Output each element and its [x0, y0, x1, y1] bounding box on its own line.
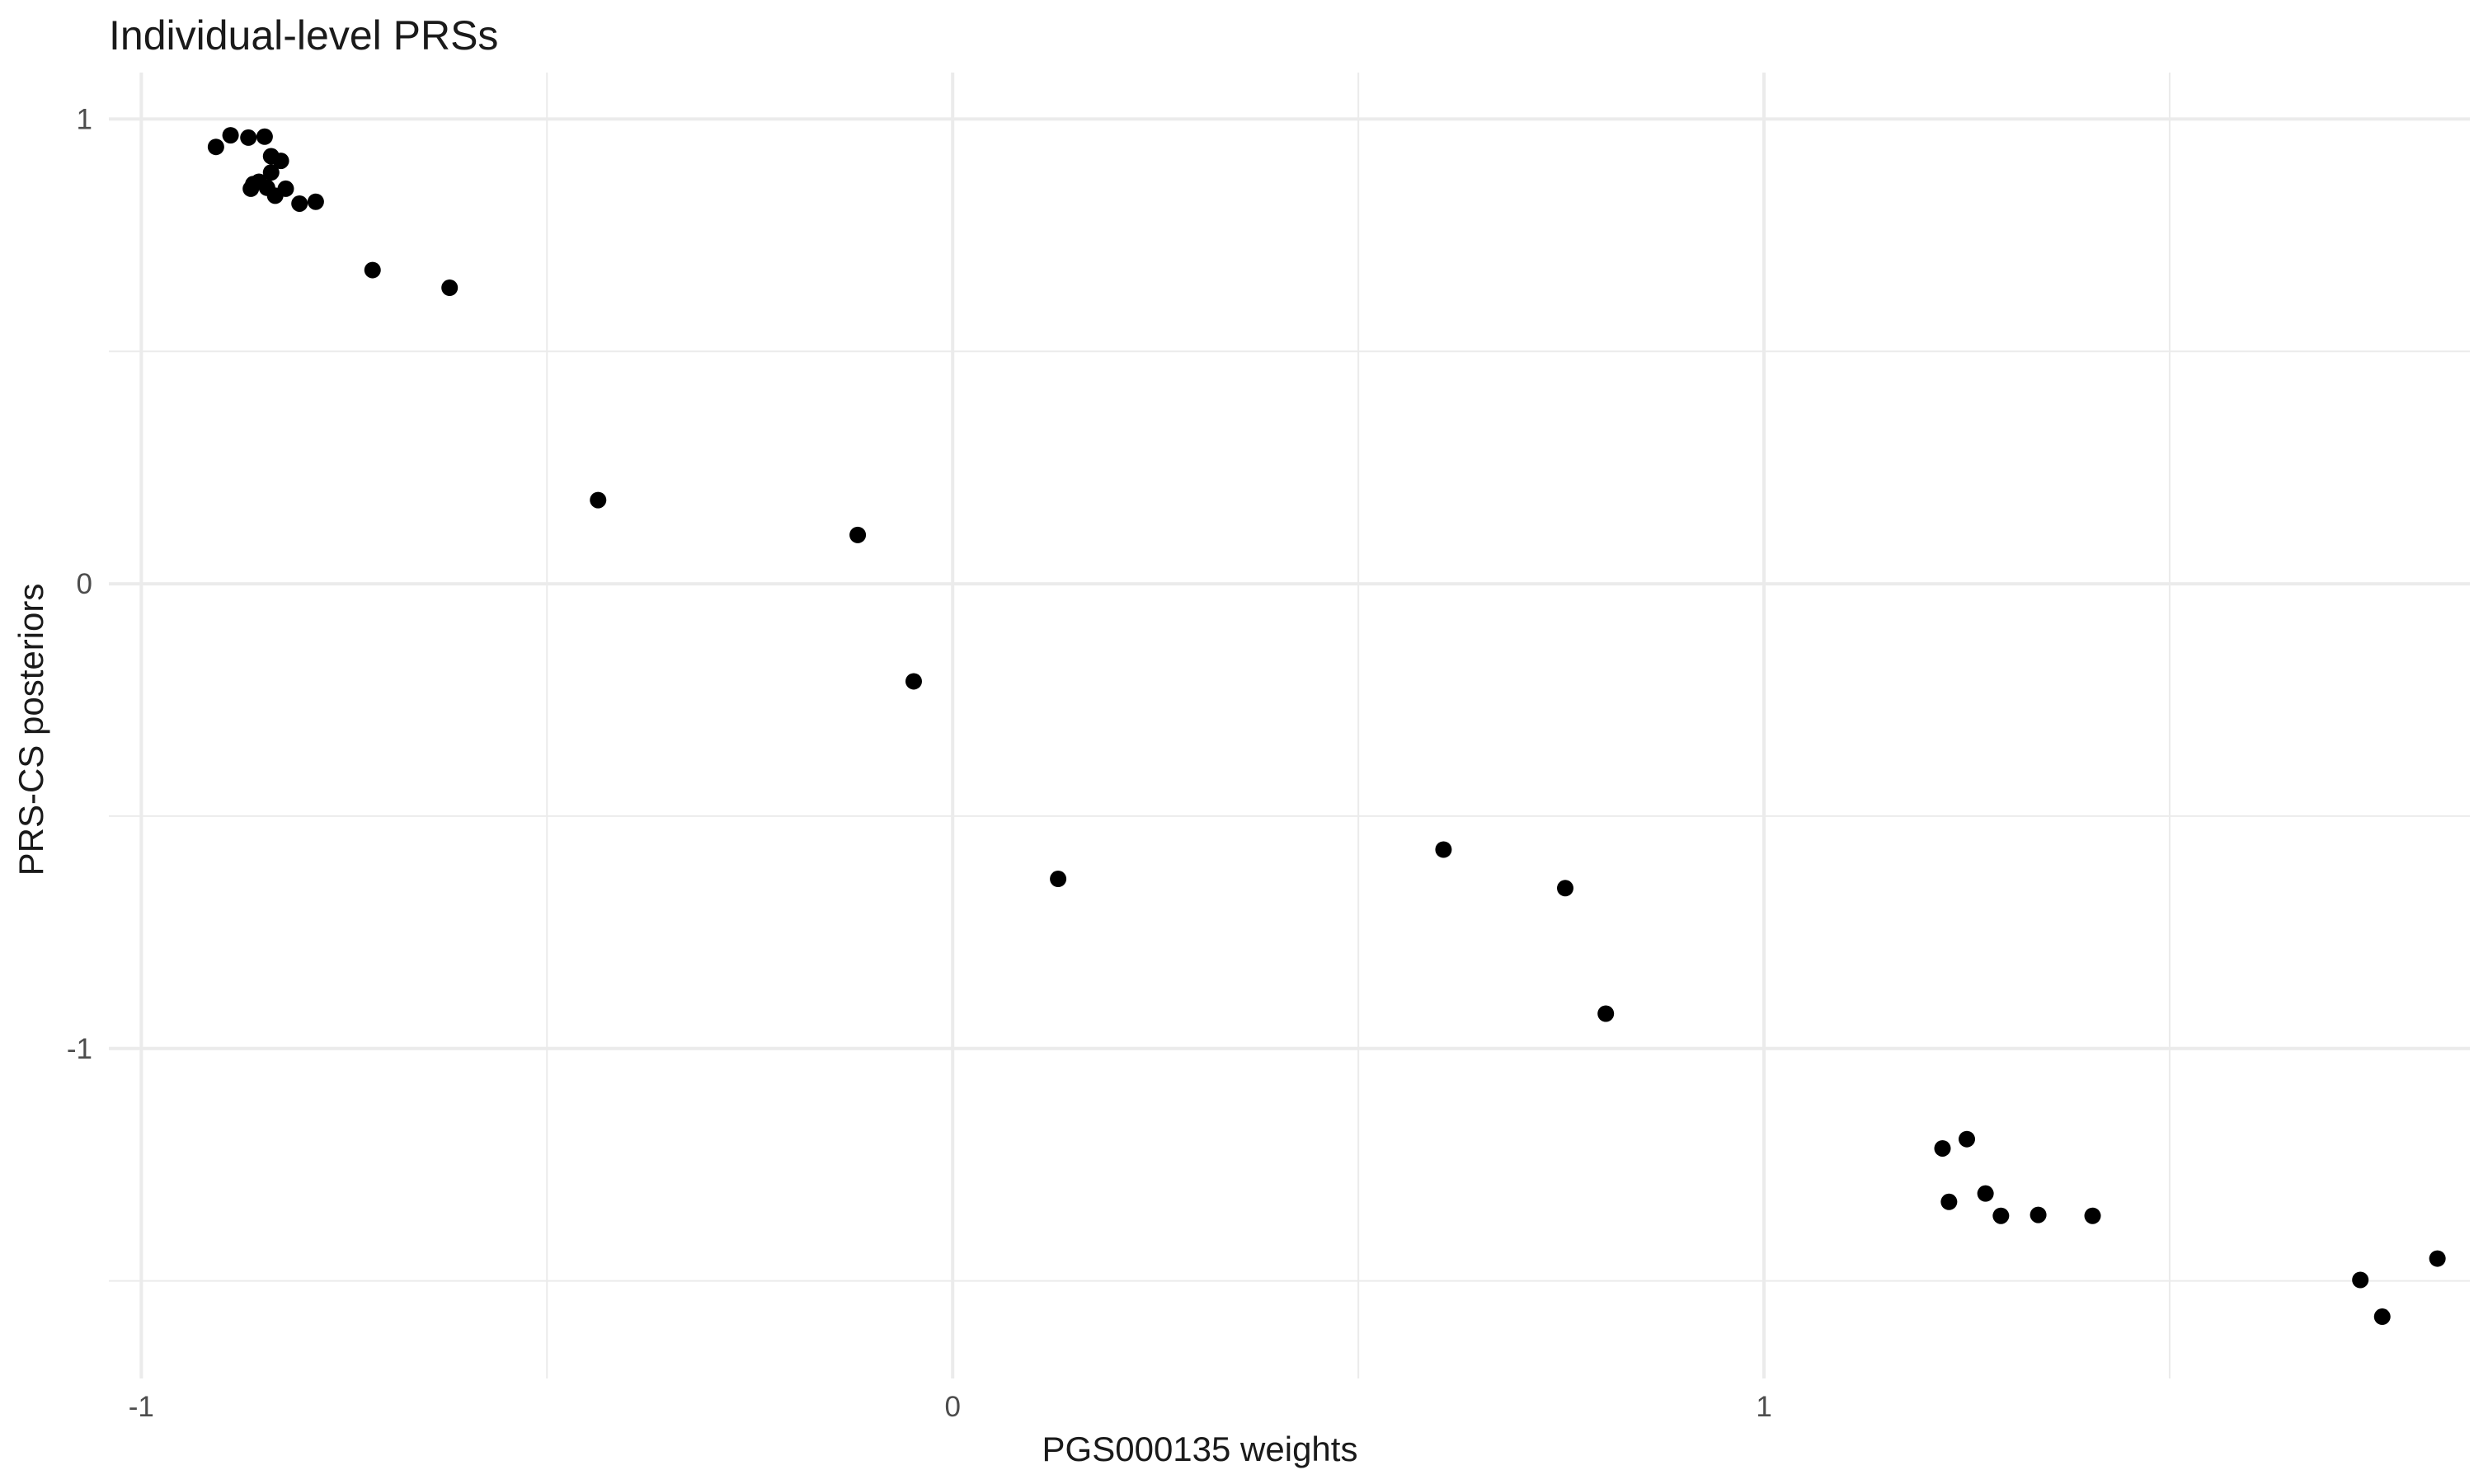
data-point [905, 673, 922, 690]
data-point [441, 279, 459, 296]
x-tick-label: -1 [129, 1391, 154, 1423]
data-point [1597, 1005, 1615, 1022]
data-point [262, 164, 280, 181]
data-point [590, 491, 607, 509]
chart-title: Individual-level PRSs [109, 12, 498, 59]
data-point [272, 153, 289, 170]
x-axis-title: PGS000135 weights [1042, 1430, 1358, 1468]
data-point [1992, 1207, 2010, 1224]
data-point [1557, 880, 1574, 897]
x-tick-label: 1 [1756, 1391, 1771, 1423]
data-point [2429, 1250, 2446, 1267]
data-point [1940, 1193, 1958, 1210]
y-tick-labels: -1 0 1 [67, 103, 92, 1064]
data-point [1977, 1185, 1994, 1202]
data-point [1959, 1130, 1976, 1148]
x-tick-label: 0 [944, 1391, 960, 1423]
data-point [1934, 1139, 1951, 1157]
y-tick-label: -1 [67, 1033, 92, 1065]
grid [109, 73, 2470, 1378]
data-point [242, 180, 260, 197]
data-point [291, 195, 308, 212]
data-point [2084, 1207, 2101, 1224]
data-point [277, 180, 294, 197]
data-point [1435, 841, 1452, 858]
data-point [2352, 1271, 2369, 1289]
data-point [2030, 1206, 2047, 1223]
data-point [256, 128, 273, 145]
data-point [364, 261, 381, 279]
data-point [2373, 1308, 2391, 1326]
y-tick-label: 0 [77, 568, 92, 600]
y-tick-label: 1 [77, 103, 92, 135]
data-point [849, 526, 867, 543]
data-point [222, 127, 239, 144]
data-points [207, 127, 2446, 1326]
data-point [207, 139, 224, 156]
data-point [240, 129, 257, 146]
x-tick-labels: -1 0 1 [129, 1391, 1772, 1423]
data-point [1050, 871, 1067, 888]
data-point [307, 193, 324, 210]
y-axis-title: PRS-CS posteriors [12, 584, 50, 876]
